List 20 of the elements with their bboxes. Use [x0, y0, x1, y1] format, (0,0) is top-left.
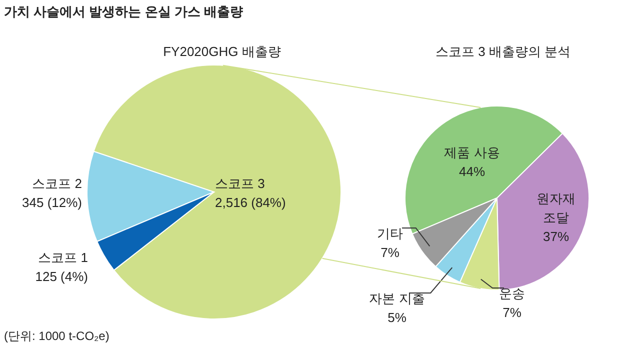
slice-label: 제품 사용 [444, 145, 500, 160]
slice-label: 스코프 1 [38, 250, 88, 265]
chart-title: 스코프 3 배출량의 분석 [435, 44, 571, 59]
text: 가치 사슬에서 발생하는 온실 가스 배출량 [4, 4, 244, 19]
slice-label: 기타 [377, 226, 403, 241]
data-label: 125 (4%) [35, 269, 88, 284]
slice-label: 자본 지출 [369, 291, 425, 306]
text: (단위: 1000 t-CO₂e) [4, 329, 110, 343]
data-label: 5% [388, 310, 407, 325]
slice-label: 스코프 2 [32, 176, 82, 191]
chart-title: FY2020GHG 배출량 [163, 44, 281, 59]
data-label: 7% [380, 245, 400, 260]
data-label: 44% [458, 164, 486, 179]
data-label: 2,516 (84%) [215, 195, 286, 210]
data-label: 345 (12%) [22, 195, 82, 210]
slice-label: 스코프 3 [215, 176, 265, 191]
data-label: 37% [542, 229, 570, 244]
slice-label: 운송 [499, 286, 525, 301]
slice-label: 원자재 조달 [536, 191, 576, 225]
data-label: 7% [502, 305, 522, 320]
